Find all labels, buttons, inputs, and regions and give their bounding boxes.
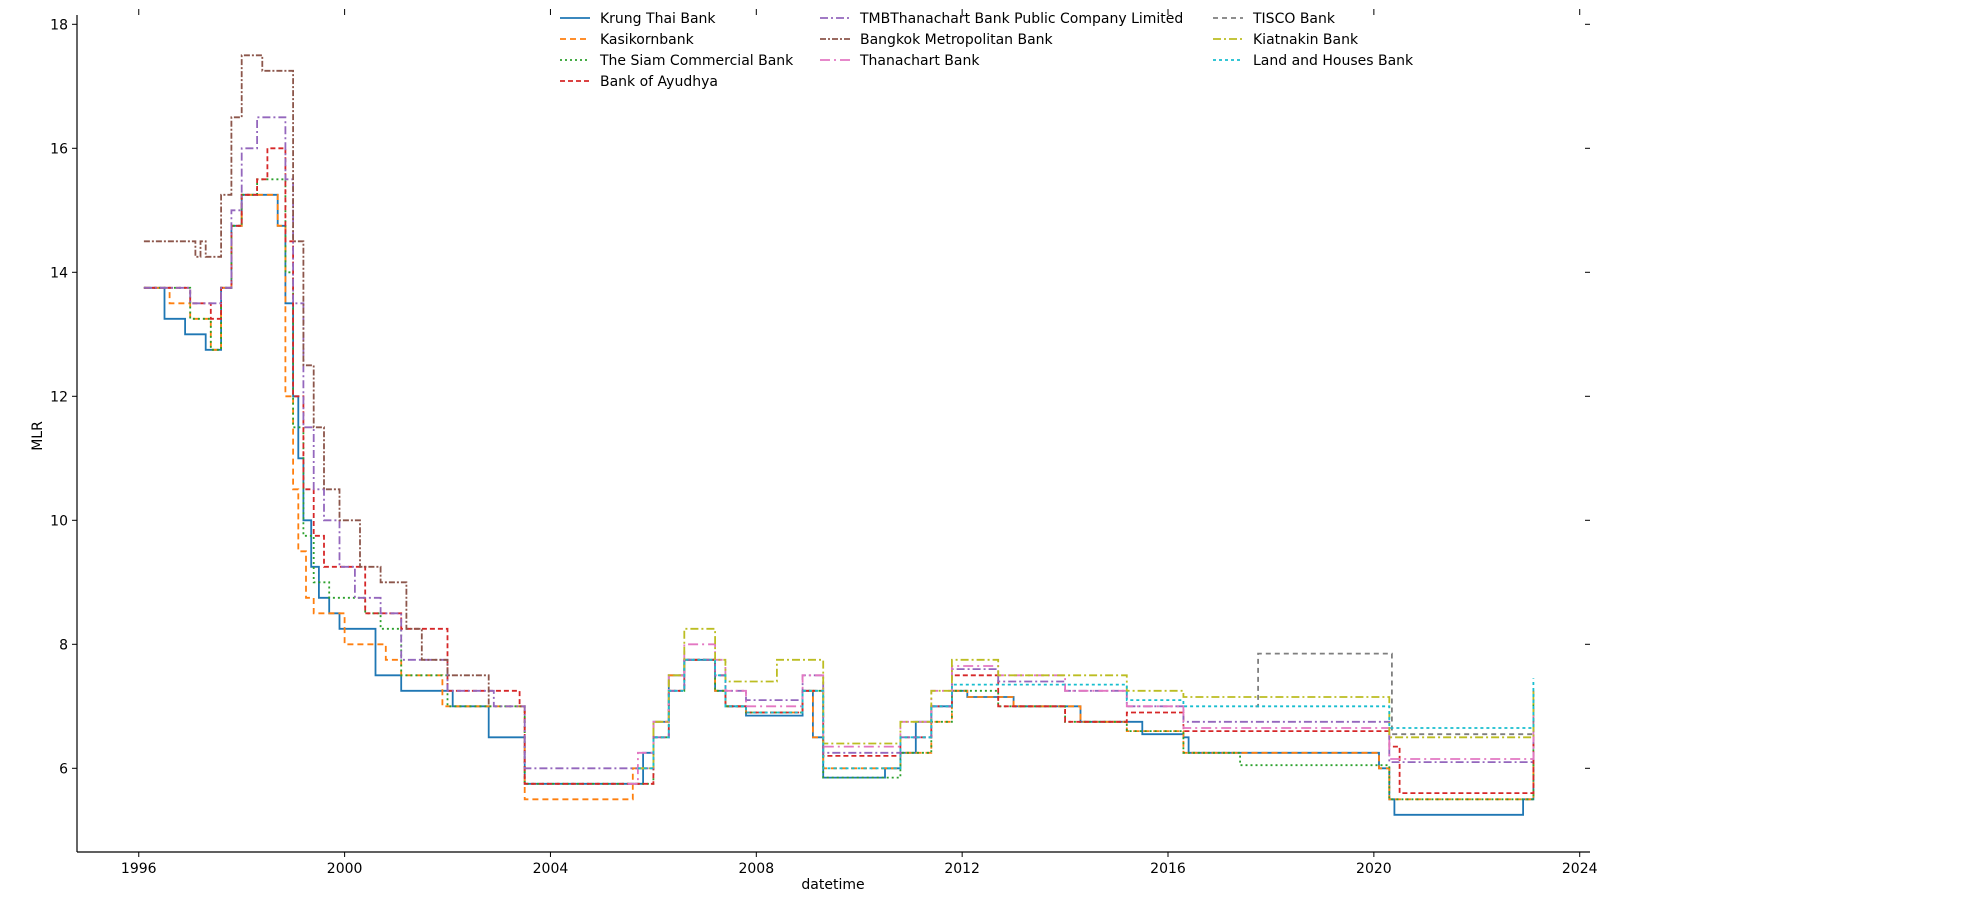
y-tick-label: 18	[50, 17, 68, 33]
legend-label-4: TMBThanachart Bank Public Company Limite…	[859, 11, 1183, 27]
plot-area	[143, 54, 1535, 816]
legend-label-2: The Siam Commercial Bank	[599, 53, 794, 69]
y-tick-label: 12	[50, 389, 68, 405]
x-tick-label: 1996	[121, 861, 157, 877]
series-line-1	[143, 193, 1535, 801]
series-line-5	[143, 54, 490, 707]
series-line-8	[637, 627, 1535, 770]
axes: 6 8 10 12 14 16 18 1996 2000 2004 2008 2012 2016 2020…	[50, 9, 1598, 877]
legend: Krung Thai Bank Kasikornbank The Siam Comm…	[560, 11, 1414, 90]
x-tick-label: 2024	[1562, 861, 1598, 877]
legend-label-9: Land and Houses Bank	[1253, 53, 1414, 69]
x-tick-label: 2000	[327, 861, 363, 877]
y-axis-label: MLR	[30, 421, 46, 451]
x-tick-label: 2008	[738, 861, 774, 877]
x-tick-label: 2016	[1150, 861, 1186, 877]
y-tick-label: 6	[59, 761, 68, 777]
legend-label-0: Krung Thai Bank	[600, 11, 716, 27]
legend-label-7: TISCO Bank	[1252, 11, 1336, 27]
y-tick-label: 16	[50, 141, 68, 157]
y-tick-label: 14	[50, 265, 68, 281]
legend-label-6: Thanachart Bank	[859, 53, 980, 69]
series-line-7	[1255, 652, 1535, 736]
y-tick-label: 8	[59, 637, 68, 653]
legend-label-3: Bank of Ayudhya	[600, 74, 718, 90]
legend-label-5: Bangkok Metropolitan Bank	[860, 32, 1054, 48]
legend-label-8: Kiatnakin Bank	[1253, 32, 1359, 48]
x-tick-label: 2004	[533, 861, 569, 877]
x-tick-label: 2012	[944, 861, 980, 877]
y-tick-label: 10	[50, 513, 68, 529]
x-axis-label: datetime	[801, 877, 864, 893]
x-tick-label: 2020	[1356, 861, 1392, 877]
legend-label-1: Kasikornbank	[600, 32, 695, 48]
series-line-4	[143, 116, 1535, 770]
